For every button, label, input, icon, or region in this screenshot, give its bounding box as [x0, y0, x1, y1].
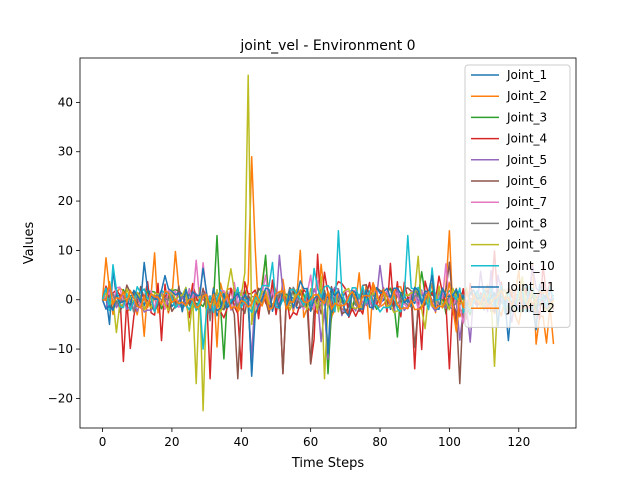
legend-label: Joint_4	[506, 132, 547, 146]
legend-label: Joint_12	[506, 301, 555, 315]
legend-label: Joint_6	[506, 174, 547, 188]
y-axis: −20 −10 0 10 20 30 40	[48, 95, 80, 405]
legend-label: Joint_10	[506, 259, 555, 273]
y-tick-label: 40	[58, 95, 73, 109]
legend-label: Joint_9	[506, 238, 547, 252]
legend-label: Joint_11	[506, 280, 555, 294]
x-tick-label: 100	[438, 435, 461, 449]
x-axis-label: Time Steps	[291, 456, 365, 471]
x-tick-label: 0	[99, 435, 107, 449]
y-tick-label: −20	[48, 391, 73, 405]
y-tick-label: −10	[48, 342, 73, 356]
y-axis-label: Values	[22, 222, 37, 265]
legend-label: Joint_3	[506, 110, 547, 124]
y-tick-label: 30	[58, 145, 73, 159]
y-tick-label: 0	[65, 293, 73, 307]
x-tick-label: 80	[372, 435, 387, 449]
x-axis: 0 20 40 60 80 100 120	[99, 428, 530, 449]
x-tick-label: 120	[507, 435, 530, 449]
chart-title: joint_vel - Environment 0	[239, 38, 415, 54]
x-tick-label: 40	[234, 435, 249, 449]
x-tick-label: 60	[303, 435, 318, 449]
legend-label: Joint_8	[506, 216, 547, 230]
plot-frame	[79, 57, 577, 429]
x-tick-label: 20	[164, 435, 179, 449]
legend-label: Joint_2	[506, 89, 547, 103]
y-tick-label: 20	[58, 194, 73, 208]
legend-label: Joint_1	[506, 68, 547, 82]
legend-label: Joint_7	[506, 195, 547, 209]
legend-box	[464, 64, 571, 328]
legend: Joint_1 Joint_2 Joint_3 Joint_4 Joint_5 Joint…	[464, 64, 571, 328]
legend-label: Joint_5	[506, 153, 547, 167]
y-tick-label: 10	[58, 243, 73, 257]
